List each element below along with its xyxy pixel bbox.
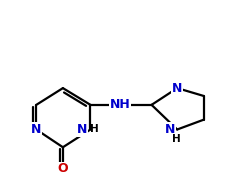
Text: H: H: [89, 125, 98, 134]
Text: NH: NH: [110, 98, 130, 111]
Text: N: N: [172, 82, 182, 95]
Text: H: H: [172, 134, 181, 144]
Text: N: N: [77, 123, 87, 136]
Text: N: N: [31, 123, 41, 136]
Text: O: O: [58, 162, 68, 175]
Text: N: N: [165, 123, 175, 136]
